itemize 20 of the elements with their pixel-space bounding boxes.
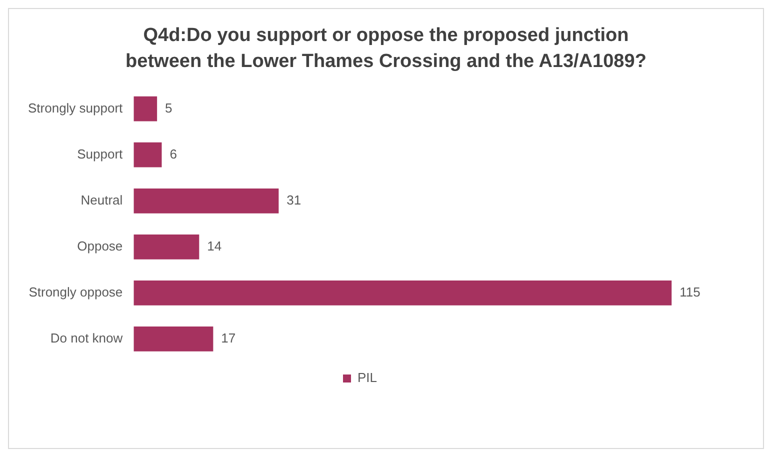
data-label: 115 bbox=[680, 284, 700, 300]
bar bbox=[134, 142, 162, 168]
legend-label: PIL bbox=[357, 370, 378, 386]
bar bbox=[134, 188, 279, 214]
data-label: 6 bbox=[170, 146, 177, 162]
data-label: 17 bbox=[221, 330, 236, 346]
y-tick-label: Neutral bbox=[80, 192, 123, 208]
bar bbox=[134, 280, 672, 306]
data-label: 31 bbox=[286, 192, 302, 208]
data-label: 14 bbox=[207, 238, 222, 254]
bar bbox=[134, 96, 158, 122]
y-tick-label: Support bbox=[77, 146, 124, 162]
y-tick-label: Do not know bbox=[50, 330, 124, 346]
data-label: 5 bbox=[165, 100, 172, 116]
y-tick-label: Oppose bbox=[77, 238, 123, 254]
y-tick-label: Strongly support bbox=[28, 100, 124, 116]
y-tick-label: Strongly oppose bbox=[28, 284, 123, 300]
bar bbox=[134, 326, 214, 352]
chart-title: Q4d:Do you support or oppose the proposed junction between the Lower Thames Crossing and the A13/A1089? bbox=[124, 24, 648, 74]
bar bbox=[134, 234, 200, 260]
